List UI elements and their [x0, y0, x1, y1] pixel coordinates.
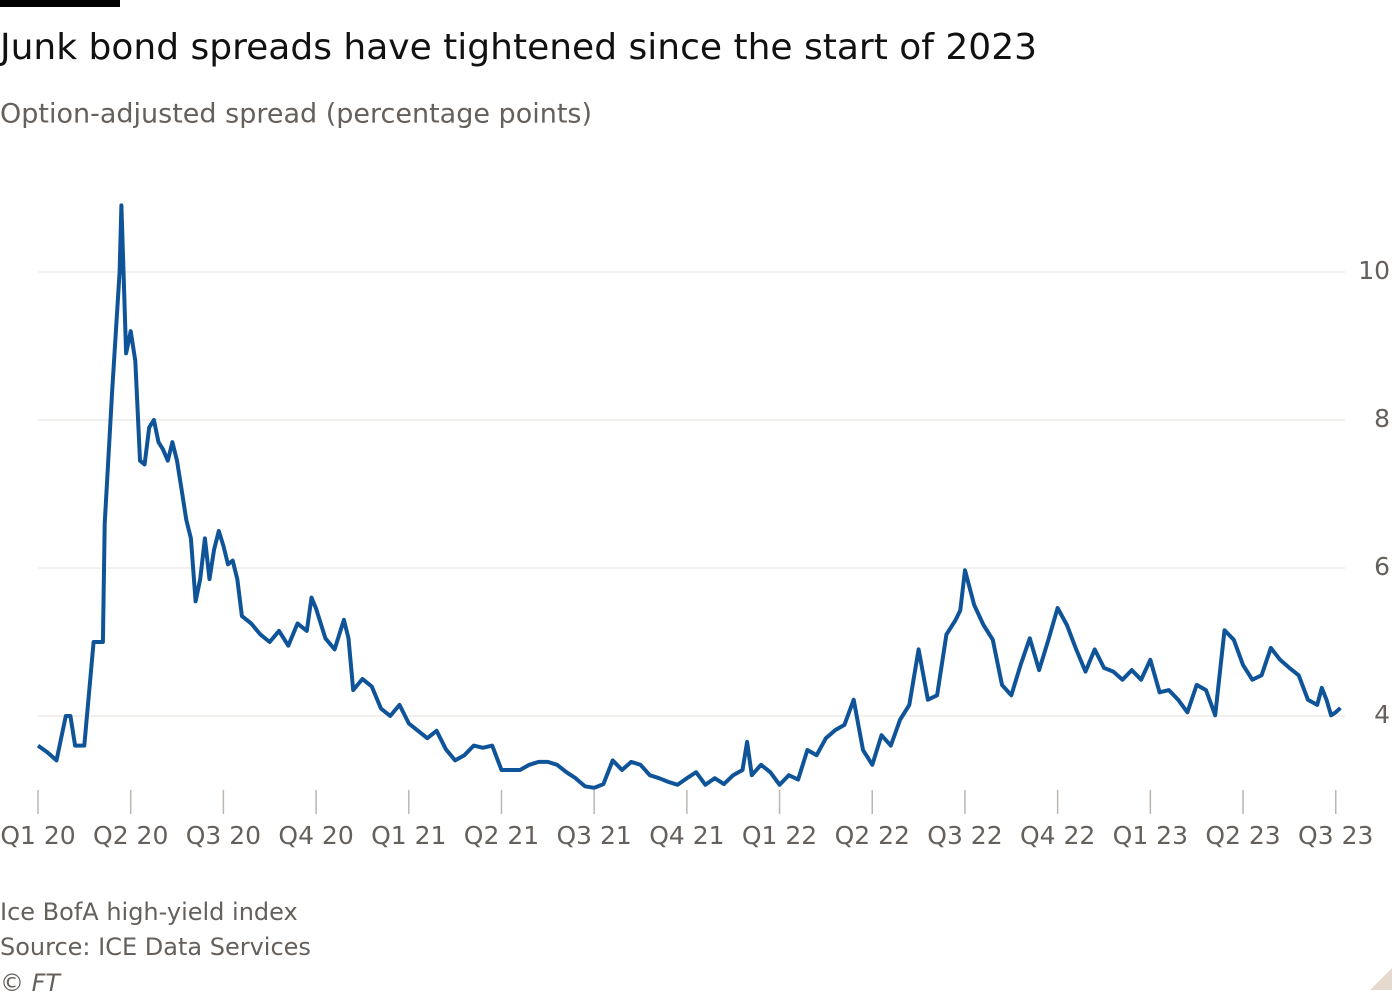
copyright: © FT	[0, 969, 62, 997]
x-tick-label: Q4 22	[1020, 821, 1095, 850]
x-tick-label: Q2 20	[93, 821, 168, 850]
y-tick-label: 4	[1374, 700, 1390, 729]
x-tick-label: Q1 23	[1113, 821, 1188, 850]
x-tick-label: Q3 20	[186, 821, 261, 850]
x-tick-label: Q1 21	[371, 821, 446, 850]
x-tick-label: Q3 23	[1298, 821, 1373, 850]
source: Source: ICE Data Services	[0, 933, 311, 961]
corner-mark	[1370, 968, 1392, 990]
x-tick-label: Q2 21	[464, 821, 539, 850]
x-tick-label: Q2 22	[835, 821, 910, 850]
x-tick-label: Q2 23	[1205, 821, 1280, 850]
x-tick-label: Q1 22	[742, 821, 817, 850]
chart-subtitle: Option-adjusted spread (percentage point…	[0, 99, 592, 130]
data-line	[36, 203, 1342, 790]
chart-title: Junk bond spreads have tightened since t…	[0, 27, 1037, 68]
brand-bar	[0, 0, 120, 7]
y-tick-label: 8	[1374, 404, 1390, 433]
x-tick-label: Q1 20	[0, 821, 75, 850]
note: Ice BofA high-yield index	[0, 898, 298, 926]
x-tick-label: Q3 21	[556, 821, 631, 850]
y-tick-label: 10	[1358, 256, 1390, 285]
x-tick-label: Q3 22	[927, 821, 1002, 850]
x-tick-label: Q4 21	[649, 821, 724, 850]
x-tick-label: Q4 20	[278, 821, 353, 850]
y-tick-label: 6	[1374, 552, 1390, 581]
